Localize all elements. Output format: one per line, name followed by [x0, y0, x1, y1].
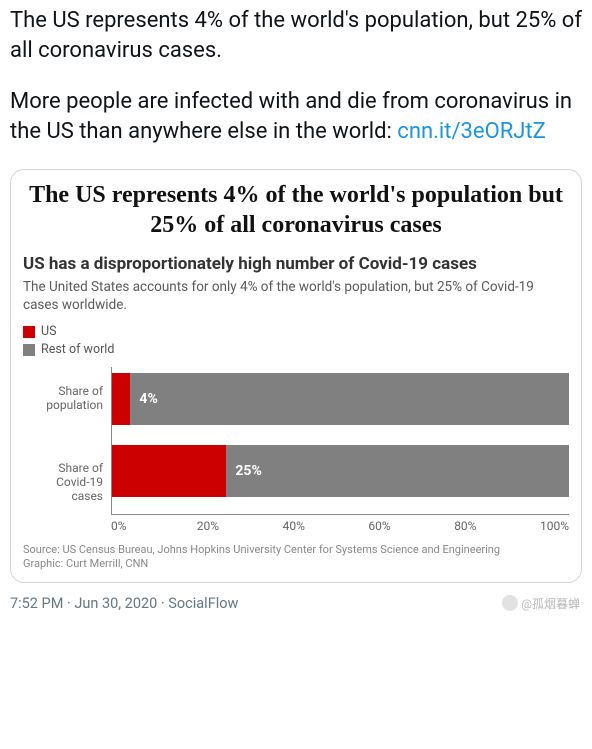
bar-segment [112, 445, 226, 497]
chart-subtitle: The United States accounts for only 4% o… [23, 278, 569, 314]
meta-client: SocialFlow [168, 595, 238, 612]
source-line-2: Graphic: Curt Merrill, CNN [23, 557, 569, 571]
chart-source: Source: US Census Bureau, Johns Hopkins … [23, 543, 569, 572]
watermark-icon [502, 595, 518, 611]
legend-item-rest: Rest of world [23, 342, 569, 357]
x-tick: 100% [540, 519, 569, 533]
x-tick: 20% [197, 519, 283, 533]
source-line-1: Source: US Census Bureau, Johns Hopkins … [23, 543, 569, 557]
x-tick: 60% [368, 519, 454, 533]
tweet-link[interactable]: cnn.it/3eORJtZ [397, 119, 545, 144]
chart-plot: 4% 25% [111, 367, 569, 515]
bar-segment [112, 373, 130, 425]
embedded-card: The US represents 4% of the world's popu… [10, 169, 582, 583]
x-tick: 40% [283, 519, 369, 533]
tweet-paragraph-2: More people are infected with and die fr… [10, 87, 582, 146]
watermark-text: @孤烟暮蝉 [521, 595, 580, 612]
meta-date: Jun 30, 2020 [74, 595, 157, 612]
legend-label-rest: Rest of world [41, 342, 114, 357]
x-tick: 80% [454, 519, 540, 533]
chart-x-axis: 0%20%40%60%80%100% [111, 519, 569, 533]
bar-row: 4% [112, 373, 569, 425]
meta-time: 7:52 PM [10, 595, 63, 612]
tweet-text: The US represents 4% of the world's popu… [0, 0, 592, 147]
chart-legend: US Rest of world [23, 324, 569, 357]
legend-label-us: US [41, 324, 57, 339]
y-label-population: Share of population [23, 367, 111, 431]
tweet-meta: 7:52 PM · Jun 30, 2020 · SocialFlow @孤烟暮… [0, 587, 592, 622]
bar-row: 25% [112, 445, 569, 497]
x-tick: 0% [111, 519, 197, 533]
bar-segment [226, 445, 569, 497]
chart-title: US has a disproportionately high number … [23, 254, 569, 274]
bar-value-label: 25% [235, 463, 261, 479]
bar-segment [130, 373, 569, 425]
legend-swatch-rest [23, 344, 35, 356]
chart-area: Share of population Share of Covid-19 ca… [23, 367, 569, 515]
y-label-cases: Share of Covid-19 cases [23, 451, 111, 515]
tweet-paragraph-1: The US represents 4% of the world's popu… [10, 6, 582, 65]
legend-item-us: US [23, 324, 569, 339]
legend-swatch-us [23, 326, 35, 338]
watermark: @孤烟暮蝉 [502, 595, 580, 612]
bar-value-label: 4% [139, 391, 157, 407]
card-headline: The US represents 4% of the world's popu… [23, 180, 569, 240]
chart-y-labels: Share of population Share of Covid-19 ca… [23, 367, 111, 515]
